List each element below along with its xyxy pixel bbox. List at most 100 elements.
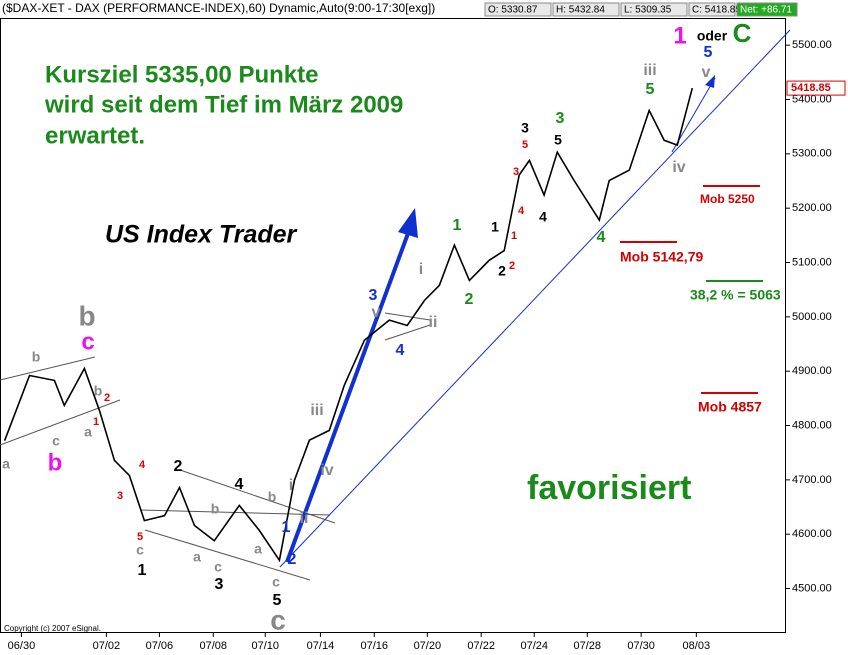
wave-label: 1 [282, 519, 291, 536]
x-tick-label: 07/16 [361, 640, 389, 652]
wave-label: 5 [522, 139, 528, 151]
x-tick-label: 07/28 [574, 640, 602, 652]
arrow-head [705, 75, 715, 88]
wave-label: iv [320, 462, 333, 479]
wave-label: 2 [509, 260, 515, 272]
note: wird seit dem Tief im März 2009 [44, 91, 403, 118]
last-price-box [786, 80, 846, 96]
note: Kursziel 5335,00 Punkte [45, 61, 318, 88]
y-tick-label: 5000.00 [792, 311, 832, 323]
wave-label: 5 [704, 44, 713, 61]
wave-label: b [94, 383, 103, 399]
wave-label: b [211, 501, 220, 517]
y-tick-label: 5300.00 [792, 148, 832, 160]
wave-label: a [254, 541, 262, 557]
quote-box [688, 2, 736, 17]
wave-label: 2 [174, 458, 183, 475]
wave-label: 4 [597, 229, 606, 246]
note: favorisiert [527, 469, 691, 507]
last-price-label: 5418.85 [791, 82, 831, 94]
wave-label: iv [672, 159, 685, 176]
wave-label: b [48, 449, 63, 476]
x-tick-label: 07/24 [520, 640, 548, 652]
wave-label: 1 [138, 562, 147, 579]
wave-label: 1 [453, 217, 462, 234]
y-tick-label: 5400.00 [792, 93, 832, 105]
note: Mob 5142,79 [620, 249, 703, 265]
wave-label: 4 [539, 209, 547, 225]
note: erwartet. [45, 122, 145, 149]
wave-label: 2 [104, 392, 110, 404]
wave-label: a [193, 549, 201, 565]
wave-label: v [372, 304, 381, 321]
quote-box [620, 2, 688, 17]
wave-label: b [32, 349, 41, 365]
y-tick-label: 4900.00 [792, 365, 832, 377]
plot-frame [0, 18, 786, 633]
level-lines [620, 185, 763, 394]
wave-label: c [270, 604, 286, 635]
trend-line [279, 29, 791, 568]
wave-label: v [702, 64, 711, 81]
wave-label: ii [300, 510, 309, 527]
x-tick-label: 07/22 [467, 640, 495, 652]
wave-label: 2 [288, 551, 297, 568]
wave-label: 1 [491, 219, 499, 235]
wave-label: c [81, 328, 94, 355]
wave-label: c [214, 559, 222, 575]
y-tick-label: 5200.00 [792, 202, 832, 214]
wave-label: 3 [556, 110, 565, 127]
wave-label: ii [429, 314, 438, 331]
x-tick-label: 06/30 [8, 640, 36, 652]
y-tick-label: 4500.00 [792, 582, 832, 594]
wave-label: a [2, 456, 10, 472]
wave-label: a [84, 424, 92, 440]
wave-label: 1 [673, 22, 686, 49]
quote-text: C: 5418.85 [692, 5, 741, 16]
wave-label: 4 [396, 342, 405, 359]
wave-label: 5 [273, 592, 282, 609]
y-tick-label: 4700.00 [792, 474, 832, 486]
wave-label: 2 [465, 291, 474, 308]
wave-label: iii [310, 402, 323, 419]
wave-label: iii [643, 62, 656, 79]
wave-label: C [733, 18, 752, 48]
wave-label: b [268, 489, 277, 505]
wave-label: 5 [137, 531, 143, 543]
wave-label: c [136, 542, 144, 558]
note: Copyright (c) 2007 eSignal. [4, 624, 101, 633]
quote-text: Net: +86.71 [740, 5, 792, 16]
note: Mob 4857 [698, 399, 762, 415]
wave-label: 3 [369, 287, 378, 304]
wave-label: 3 [513, 166, 519, 178]
x-tick-label: 07/02 [93, 640, 121, 652]
x-tick-label: 08/03 [683, 640, 711, 652]
wave-label: 2 [498, 263, 506, 279]
y-tick-label: 5500.00 [792, 39, 832, 51]
y-tick-label: 4600.00 [792, 528, 832, 540]
quote-text: H: 5432.84 [556, 5, 605, 16]
x-tick-label: 07/10 [251, 640, 279, 652]
quote-text: O: 5330.87 [488, 5, 538, 16]
wave-label: 5 [554, 132, 562, 148]
y-tick-label: 4800.00 [792, 419, 832, 431]
note: Mob 5250 [700, 192, 755, 206]
wave-label: 5 [646, 81, 655, 98]
wave-label: 3 [117, 490, 123, 502]
arrow-head [398, 208, 418, 238]
x-tick-label: 07/08 [199, 640, 227, 652]
y-tick-label: 5100.00 [792, 256, 832, 268]
wave-label: 3 [521, 120, 529, 136]
quote-box [552, 2, 620, 17]
note: US Index Trader [105, 221, 298, 249]
impulse-arrow [285, 227, 412, 563]
x-tick-label: 07/06 [146, 640, 174, 652]
wave-label: c [272, 574, 280, 590]
wave-label: 4 [518, 205, 525, 217]
quote-box [484, 2, 552, 17]
wave-label: 4 [139, 459, 146, 471]
wave-label: i [419, 261, 423, 278]
wave-label: 4 [235, 476, 244, 493]
